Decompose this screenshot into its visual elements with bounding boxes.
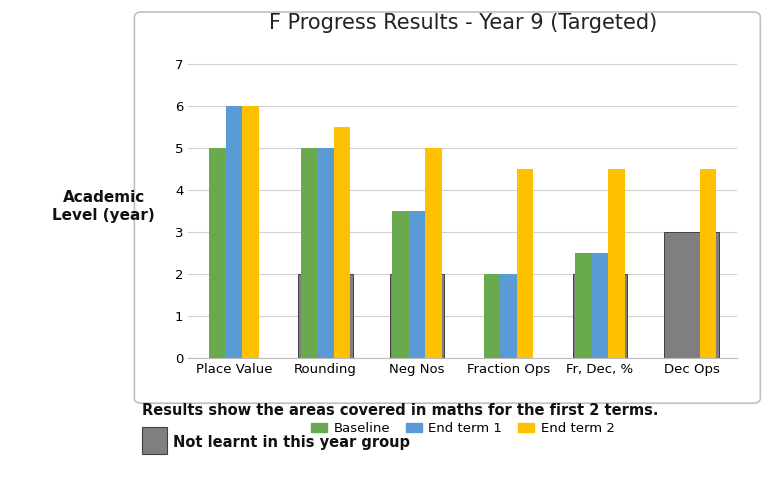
Bar <box>392 211 409 358</box>
Text: Not learnt in this year group: Not learnt in this year group <box>173 435 410 450</box>
Bar <box>425 148 442 358</box>
Bar <box>592 253 608 358</box>
Text: Academic
Level (year): Academic Level (year) <box>52 190 155 223</box>
Bar <box>209 148 226 358</box>
Bar <box>608 169 624 358</box>
Bar <box>409 211 425 358</box>
Bar <box>333 127 350 358</box>
Bar <box>573 274 627 358</box>
Bar <box>664 232 719 358</box>
Bar <box>390 274 444 358</box>
Bar <box>575 253 592 358</box>
Bar <box>500 274 517 358</box>
Title: F Progress Results - Year 9 (Targeted): F Progress Results - Year 9 (Targeted) <box>269 13 657 33</box>
Bar <box>317 148 333 358</box>
Bar <box>484 274 500 358</box>
Bar <box>226 106 242 358</box>
Bar <box>301 148 317 358</box>
Bar <box>517 169 533 358</box>
Bar <box>700 169 717 358</box>
Bar <box>298 274 353 358</box>
Legend: Baseline, End term 1, End term 2: Baseline, End term 1, End term 2 <box>306 417 620 441</box>
Bar <box>242 106 259 358</box>
Text: Results show the areas covered in maths for the first 2 terms.: Results show the areas covered in maths … <box>142 403 659 418</box>
